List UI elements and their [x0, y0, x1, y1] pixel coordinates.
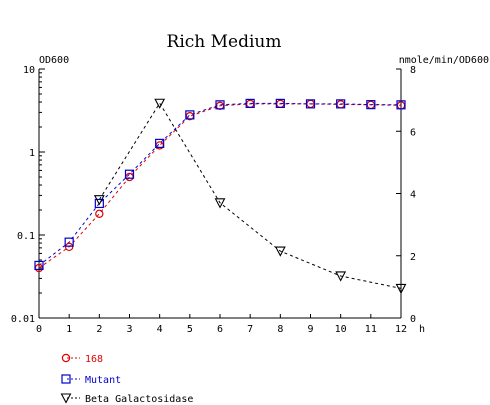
y-right-tick-label: 0	[410, 314, 416, 325]
series-line-0	[38, 103, 402, 269]
y-left-tick-label: 1	[29, 148, 35, 159]
series-point-1	[396, 100, 406, 110]
series-point-1	[215, 100, 225, 110]
series-point-1	[245, 98, 255, 109]
series-point-1	[366, 100, 376, 110]
series-point-1	[94, 198, 104, 209]
left-axis-title: OD600	[39, 55, 69, 66]
x-tick-label: 9	[307, 324, 313, 335]
series-point-2	[93, 195, 105, 206]
chart-title: Rich Medium	[167, 32, 282, 52]
x-tick-label: 3	[126, 324, 132, 335]
series-markers	[34, 98, 407, 295]
legend-label: 168	[85, 354, 103, 365]
y-right-tick-label: 4	[410, 190, 416, 201]
y-right-tick-label: 6	[410, 127, 416, 138]
series-point-0	[95, 209, 104, 219]
x-tick-label: 4	[157, 324, 163, 335]
series-point-2	[154, 98, 166, 109]
series-point-1	[64, 237, 74, 247]
x-tick-label: 0	[36, 324, 42, 335]
x-tick-label: 5	[187, 324, 193, 335]
series-lines	[38, 102, 402, 289]
series-point-2	[335, 271, 347, 282]
y-left-tick-label: 0.1	[17, 231, 35, 242]
y-left-tick-label: 10	[23, 65, 35, 76]
y-left-tick-label: 0.01	[11, 314, 35, 325]
x-tick-label: 10	[335, 324, 347, 335]
series-point-1	[305, 99, 316, 109]
series-line-2	[98, 102, 402, 289]
series-point-2	[214, 198, 226, 209]
x-tick-label: 7	[247, 324, 253, 335]
series-point-2	[274, 246, 286, 257]
legend: 168 Mutant Beta Galactosidase	[60, 353, 193, 405]
x-tick-label: 12	[395, 324, 407, 335]
x-tick-label: 11	[365, 324, 377, 335]
series-point-1	[34, 260, 44, 271]
legend-marker	[60, 393, 72, 404]
series-point-1	[124, 169, 135, 179]
x-tick-label: 8	[277, 324, 283, 335]
axes	[38, 69, 402, 319]
x-tick-label: 2	[96, 324, 102, 335]
series-point-1	[336, 99, 346, 109]
legend-marker	[61, 374, 71, 384]
x-tick-label: 1	[66, 324, 72, 335]
series-point-0	[125, 172, 134, 182]
x-axis-title: h	[419, 324, 425, 335]
legend-marker	[61, 353, 71, 363]
y-right-tick-label: 2	[410, 252, 416, 263]
series-point-0	[64, 242, 74, 252]
legend-label: Beta Galactosidase	[85, 394, 193, 405]
legend-label: Mutant	[85, 375, 121, 386]
series-point-1	[155, 138, 165, 148]
series-point-2	[395, 283, 407, 295]
series-line-1	[38, 102, 402, 266]
x-tick-label: 6	[217, 324, 223, 335]
right-axis-title: nmole/min/OD600	[399, 55, 489, 66]
y-right-tick-label: 8	[410, 65, 416, 76]
series-point-1	[275, 98, 285, 109]
series-point-1	[185, 110, 195, 120]
